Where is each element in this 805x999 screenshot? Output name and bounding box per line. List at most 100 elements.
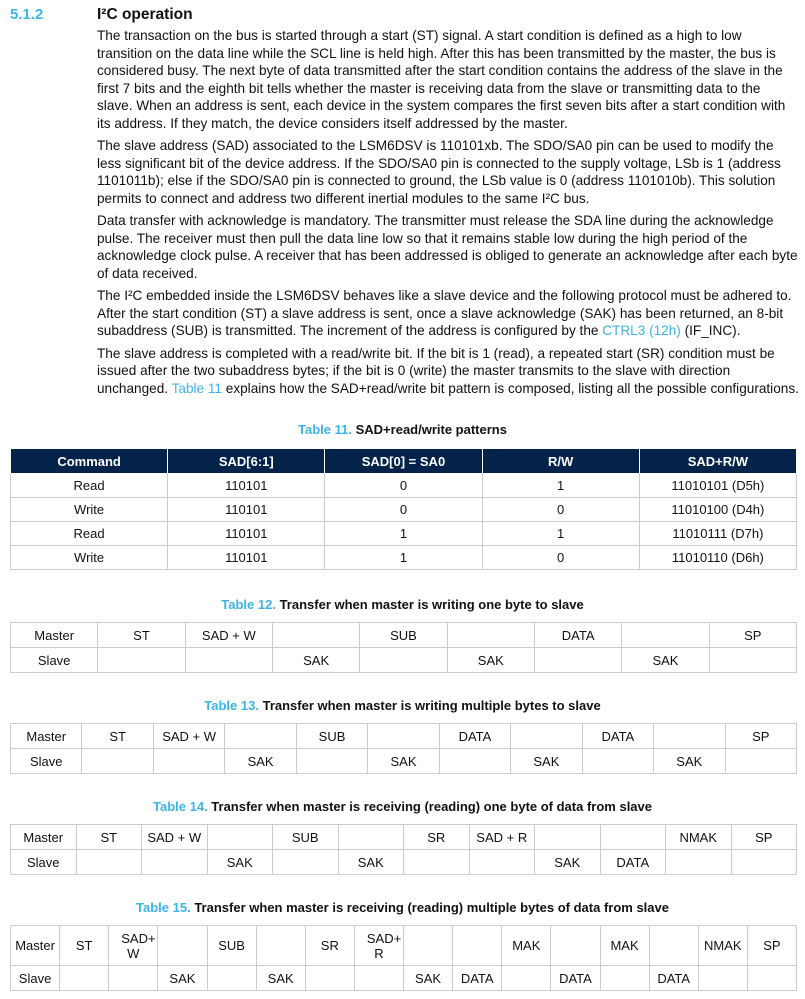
table-cell: SAK xyxy=(224,748,297,774)
table-cell: SAK xyxy=(255,965,306,991)
table-caption: Table 12. Transfer when master is writin… xyxy=(0,597,805,612)
table-cell: 1 xyxy=(481,521,640,546)
table-cell: SAK xyxy=(402,965,454,991)
table-cell: Master xyxy=(9,723,83,749)
table-cell: SAK xyxy=(157,965,208,991)
text: (IF_INC). xyxy=(680,323,741,338)
transfer-table: Master ST SAD + W SUB SR SAD + R NMAK SP Slave SA… xyxy=(10,824,797,875)
table-cell: 11010110 (D6h) xyxy=(638,545,798,570)
table-cell xyxy=(534,824,601,850)
table-cell xyxy=(550,925,601,966)
table-cell: ST xyxy=(81,723,154,749)
column-header: R/W xyxy=(481,448,640,474)
table-cell: ST xyxy=(59,925,110,966)
table-cell xyxy=(337,824,404,850)
table-11-link[interactable]: Table 11 xyxy=(171,380,222,396)
column-header: SAD[0] = SA0 xyxy=(324,448,483,474)
table-cell: MAK xyxy=(501,925,552,966)
table-cell xyxy=(255,925,306,966)
table-cell xyxy=(59,965,110,991)
table-cell: DATA xyxy=(550,965,601,991)
table-cell: DATA xyxy=(533,622,623,648)
table-cell: NMAK xyxy=(697,925,748,966)
table-cell xyxy=(359,647,448,673)
table-cell xyxy=(97,647,186,673)
table-cell xyxy=(697,965,748,991)
table-cell xyxy=(621,622,710,648)
table-cell: DATA xyxy=(452,965,503,991)
table-cell: DATA xyxy=(438,723,512,749)
table-cell xyxy=(157,925,208,966)
table-cell: SAD + W xyxy=(152,723,226,749)
table-cell: 110101 xyxy=(167,497,326,522)
column-header: SAD[6:1] xyxy=(167,448,326,474)
table-cell xyxy=(599,965,650,991)
table-cell: SAK xyxy=(206,849,273,875)
table-cell xyxy=(724,748,798,774)
ctrl3-register-link[interactable]: CTRL3 (12h) xyxy=(602,323,681,338)
table-cell xyxy=(599,824,666,850)
table-cell: Read xyxy=(9,473,169,498)
table-cell: MAK xyxy=(599,925,650,966)
table-row: Slave SAK SAK SAK DATA DATA DATA xyxy=(9,965,798,991)
table-cell: DATA xyxy=(581,723,655,749)
table-cell xyxy=(304,965,355,991)
table-row: Read 110101 1 1 11010111 (D7h) xyxy=(9,521,798,546)
table-row: Write 110101 0 0 11010100 (D4h) xyxy=(9,497,798,522)
table-cell xyxy=(295,748,369,774)
table-cell xyxy=(152,748,226,774)
table-cell: SUB xyxy=(272,824,339,850)
table-cell: Read xyxy=(9,521,169,546)
table-cell: 1 xyxy=(324,545,483,570)
table-row: Master ST SAD + W SUB DATA DATA SP xyxy=(9,723,798,749)
table-row: Master ST SAD + W SUB SR SAD + R NMAK SP xyxy=(10,824,797,850)
table-cell: 0 xyxy=(324,473,483,498)
section-number: 5.1.2 xyxy=(10,6,44,23)
paragraph: The slave address is completed with a re… xyxy=(97,345,799,398)
table-cell xyxy=(665,849,732,875)
table-row: Master ST SAD+ W SUB SR SAD+ R MAK MAK NMAK SP xyxy=(9,925,798,966)
table-cell: 1 xyxy=(324,521,483,546)
table-cell: Master xyxy=(9,622,99,648)
table-cell xyxy=(141,849,208,875)
table-title: Transfer when master is writing one byte… xyxy=(279,597,584,612)
table-cell xyxy=(452,925,503,966)
table-cell: 110101 xyxy=(167,473,326,498)
table-cell: 11010111 (D7h) xyxy=(638,521,798,546)
table-cell xyxy=(353,965,405,991)
table-cell: 0 xyxy=(324,497,483,522)
table-cell: SAD+ W xyxy=(108,925,159,966)
table-cell: SAK xyxy=(446,647,535,673)
table-cell: Slave xyxy=(9,965,61,991)
table-cell: SAK xyxy=(621,647,710,673)
table-title: Transfer when master is writing multiple… xyxy=(262,698,601,713)
table-cell: Slave xyxy=(9,647,99,673)
table-cell: DATA xyxy=(648,965,699,991)
table-row: Write 110101 1 0 11010110 (D6h) xyxy=(9,545,798,570)
table-row: Slave SAK SAK SAK DATA xyxy=(10,849,797,875)
table-cell: SAD + W xyxy=(141,824,208,850)
table-cell: 11010100 (D4h) xyxy=(638,497,798,522)
table-cell: Write xyxy=(9,545,169,570)
section-title: I²C operation xyxy=(97,6,193,23)
table-cell xyxy=(438,748,512,774)
table-cell xyxy=(648,925,699,966)
table-cell: SR xyxy=(403,824,470,850)
table-caption: Table 14. Transfer when master is receiv… xyxy=(0,799,805,814)
table-row: Master ST SAD + W SUB DATA SP xyxy=(9,622,798,648)
table-cell xyxy=(446,622,535,648)
table-cell: 110101 xyxy=(167,545,326,570)
table-cell xyxy=(746,965,798,991)
table-cell: NMAK xyxy=(665,824,732,850)
table-cell: Slave xyxy=(9,748,83,774)
table-cell xyxy=(81,748,154,774)
table-cell: 0 xyxy=(481,497,640,522)
table-row: Slave SAK SAK SAK SAK xyxy=(9,748,798,774)
table-cell: SAK xyxy=(367,748,440,774)
table-cell xyxy=(501,965,552,991)
transfer-table: Master ST SAD + W SUB DATA SP Slave SAK SAK SAK xyxy=(9,622,798,673)
table-cell xyxy=(206,824,273,850)
table-cell: 0 xyxy=(481,545,640,570)
table-number: Table 12. xyxy=(221,597,276,612)
table-row: Read 110101 0 1 11010101 (D5h) xyxy=(9,473,798,498)
